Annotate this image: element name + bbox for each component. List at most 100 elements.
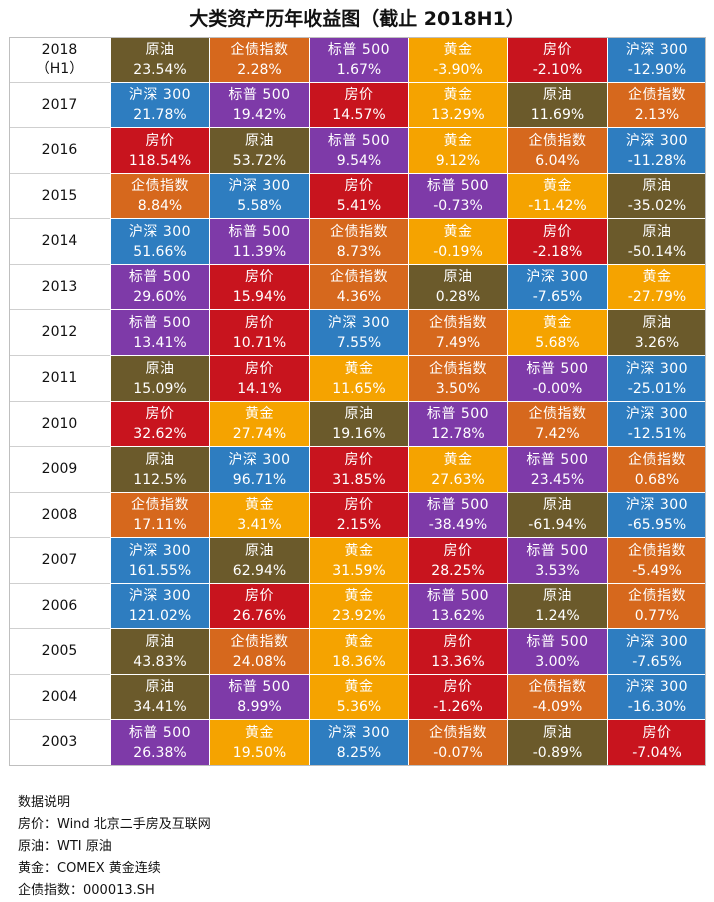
asset-cell: 沪深 300 121.02% xyxy=(110,584,209,629)
asset-name: 原油 xyxy=(642,314,672,331)
asset-name: 房价 xyxy=(443,542,473,559)
asset-return: 7.55% xyxy=(336,334,382,351)
asset-cell: 企债指数 -4.09% xyxy=(507,675,607,720)
asset-return: 34.41% xyxy=(133,699,187,715)
asset-return: 32.62% xyxy=(133,426,187,442)
asset-cell: 企债指数 6.04% xyxy=(507,128,607,174)
asset-return: 5.41% xyxy=(336,198,382,214)
asset-cell: 企债指数 0.77% xyxy=(607,584,706,629)
asset-return: 13.29% xyxy=(431,107,485,123)
asset-name: 企债指数 xyxy=(330,269,388,285)
asset-return: 19.42% xyxy=(232,107,287,123)
asset-return: 29.60% xyxy=(133,289,187,305)
asset-cell: 企债指数 8.84% xyxy=(110,174,209,219)
asset-return: 19.50% xyxy=(232,744,287,761)
asset-cell: 原油 15.09% xyxy=(110,356,209,402)
asset-name: 沪深 300 xyxy=(625,406,689,422)
asset-cell: 企债指数 24.08% xyxy=(209,629,309,675)
asset-cell: 原油 -61.94% xyxy=(507,493,607,538)
year-label: 2014 xyxy=(9,219,110,265)
asset-name: 沪深 300 xyxy=(625,633,689,650)
asset-return: 1.67% xyxy=(336,61,382,78)
year-label: 2017 xyxy=(9,83,110,128)
table-row: 2010 房价 32.62% 黄金 27.74% 原油 19.16% 标普 500 12.78%… xyxy=(9,402,706,447)
asset-name: 房价 xyxy=(145,406,175,422)
asset-return: 96.71% xyxy=(232,471,287,488)
asset-name: 企债指数 xyxy=(528,679,587,695)
data-notes: 数据说明 房价：Wind 北京二手房及互联网 原油：WTI 原油 黄金：COME… xyxy=(18,792,211,902)
asset-cell: 标普 500 12.78% xyxy=(408,402,507,447)
asset-return: -65.95% xyxy=(627,517,687,533)
asset-cell: 企债指数 7.42% xyxy=(507,402,607,447)
asset-name: 房价 xyxy=(344,87,374,103)
asset-return: 2.28% xyxy=(237,61,282,78)
asset-cell: 原油 62.94% xyxy=(209,538,309,584)
year-text: 2013 xyxy=(41,278,78,295)
asset-return: -0.00% xyxy=(532,380,583,397)
asset-return: -25.01% xyxy=(627,380,687,397)
asset-cell: 标普 500 -38.49% xyxy=(408,493,507,538)
asset-name: 沪深 300 xyxy=(327,314,391,331)
asset-cell: 沪深 300 7.55% xyxy=(309,310,408,356)
asset-cell: 沪深 300 -7.65% xyxy=(507,265,607,310)
asset-cell: 原油 11.69% xyxy=(507,83,607,128)
asset-return: 118.54% xyxy=(128,152,192,169)
asset-cell: 标普 500 -0.00% xyxy=(507,356,607,402)
asset-return: -1.26% xyxy=(433,699,483,715)
asset-name: 企债指数 xyxy=(628,588,686,604)
asset-name: 沪深 300 xyxy=(625,679,689,695)
asset-cell: 标普 500 3.53% xyxy=(507,538,607,584)
asset-cell: 标普 500 8.99% xyxy=(209,675,309,720)
asset-name: 标普 500 xyxy=(228,679,291,695)
asset-name: 原油 xyxy=(543,87,572,103)
asset-name: 沪深 300 xyxy=(625,132,689,149)
asset-cell: 黄金 9.12% xyxy=(408,128,507,174)
asset-name: 企债指数 xyxy=(131,497,189,513)
asset-name: 企债指数 xyxy=(628,542,686,559)
year-label: 2012 xyxy=(9,310,110,356)
asset-return: 27.74% xyxy=(232,426,287,442)
asset-return: -0.73% xyxy=(433,198,483,214)
asset-cell: 沪深 300 -12.51% xyxy=(607,402,706,447)
asset-name: 企债指数 xyxy=(330,223,388,240)
asset-return: 15.94% xyxy=(232,289,287,305)
asset-name: 原油 xyxy=(245,132,274,149)
year-label: 2015 xyxy=(9,174,110,219)
asset-cell: 房价 15.94% xyxy=(209,265,309,310)
asset-cell: 黄金 27.63% xyxy=(408,447,507,493)
asset-return: 1.24% xyxy=(535,608,580,624)
asset-cell: 房价 32.62% xyxy=(110,402,209,447)
asset-return: -0.07% xyxy=(433,744,483,761)
asset-cell: 房价 118.54% xyxy=(110,128,209,174)
asset-return: 14.57% xyxy=(332,107,386,123)
asset-return: 23.92% xyxy=(332,608,386,624)
asset-return: -4.09% xyxy=(532,699,583,715)
year-label: 2016 xyxy=(9,128,110,174)
asset-return: 13.62% xyxy=(431,608,485,624)
asset-return: 11.39% xyxy=(232,243,287,260)
asset-cell: 沪深 300 8.25% xyxy=(309,720,408,766)
asset-return: 9.12% xyxy=(435,152,481,169)
asset-return: 7.42% xyxy=(535,426,580,442)
asset-return: 4.36% xyxy=(336,289,382,305)
asset-name: 标普 500 xyxy=(327,132,391,149)
asset-name: 标普 500 xyxy=(426,588,490,604)
asset-cell: 沪深 300 5.58% xyxy=(209,174,309,219)
asset-cell: 企债指数 2.28% xyxy=(209,37,309,83)
asset-return: 10.71% xyxy=(232,334,287,351)
asset-return: 7.49% xyxy=(435,334,481,351)
asset-cell: 黄金 18.36% xyxy=(309,629,408,675)
asset-cell: 企债指数 0.68% xyxy=(607,447,706,493)
asset-name: 企债指数 xyxy=(230,41,289,58)
asset-return: 19.16% xyxy=(332,426,386,442)
asset-name: 企债指数 xyxy=(528,132,587,149)
asset-cell: 黄金 11.65% xyxy=(309,356,408,402)
asset-cell: 企债指数 7.49% xyxy=(408,310,507,356)
asset-return: -3.90% xyxy=(433,61,483,78)
asset-name: 房价 xyxy=(245,314,274,331)
asset-name: 沪深 300 xyxy=(526,269,589,285)
asset-name: 沪深 300 xyxy=(128,87,192,103)
asset-return: 8.84% xyxy=(137,198,183,214)
asset-cell: 房价 2.15% xyxy=(309,493,408,538)
asset-cell: 房价 31.85% xyxy=(309,447,408,493)
